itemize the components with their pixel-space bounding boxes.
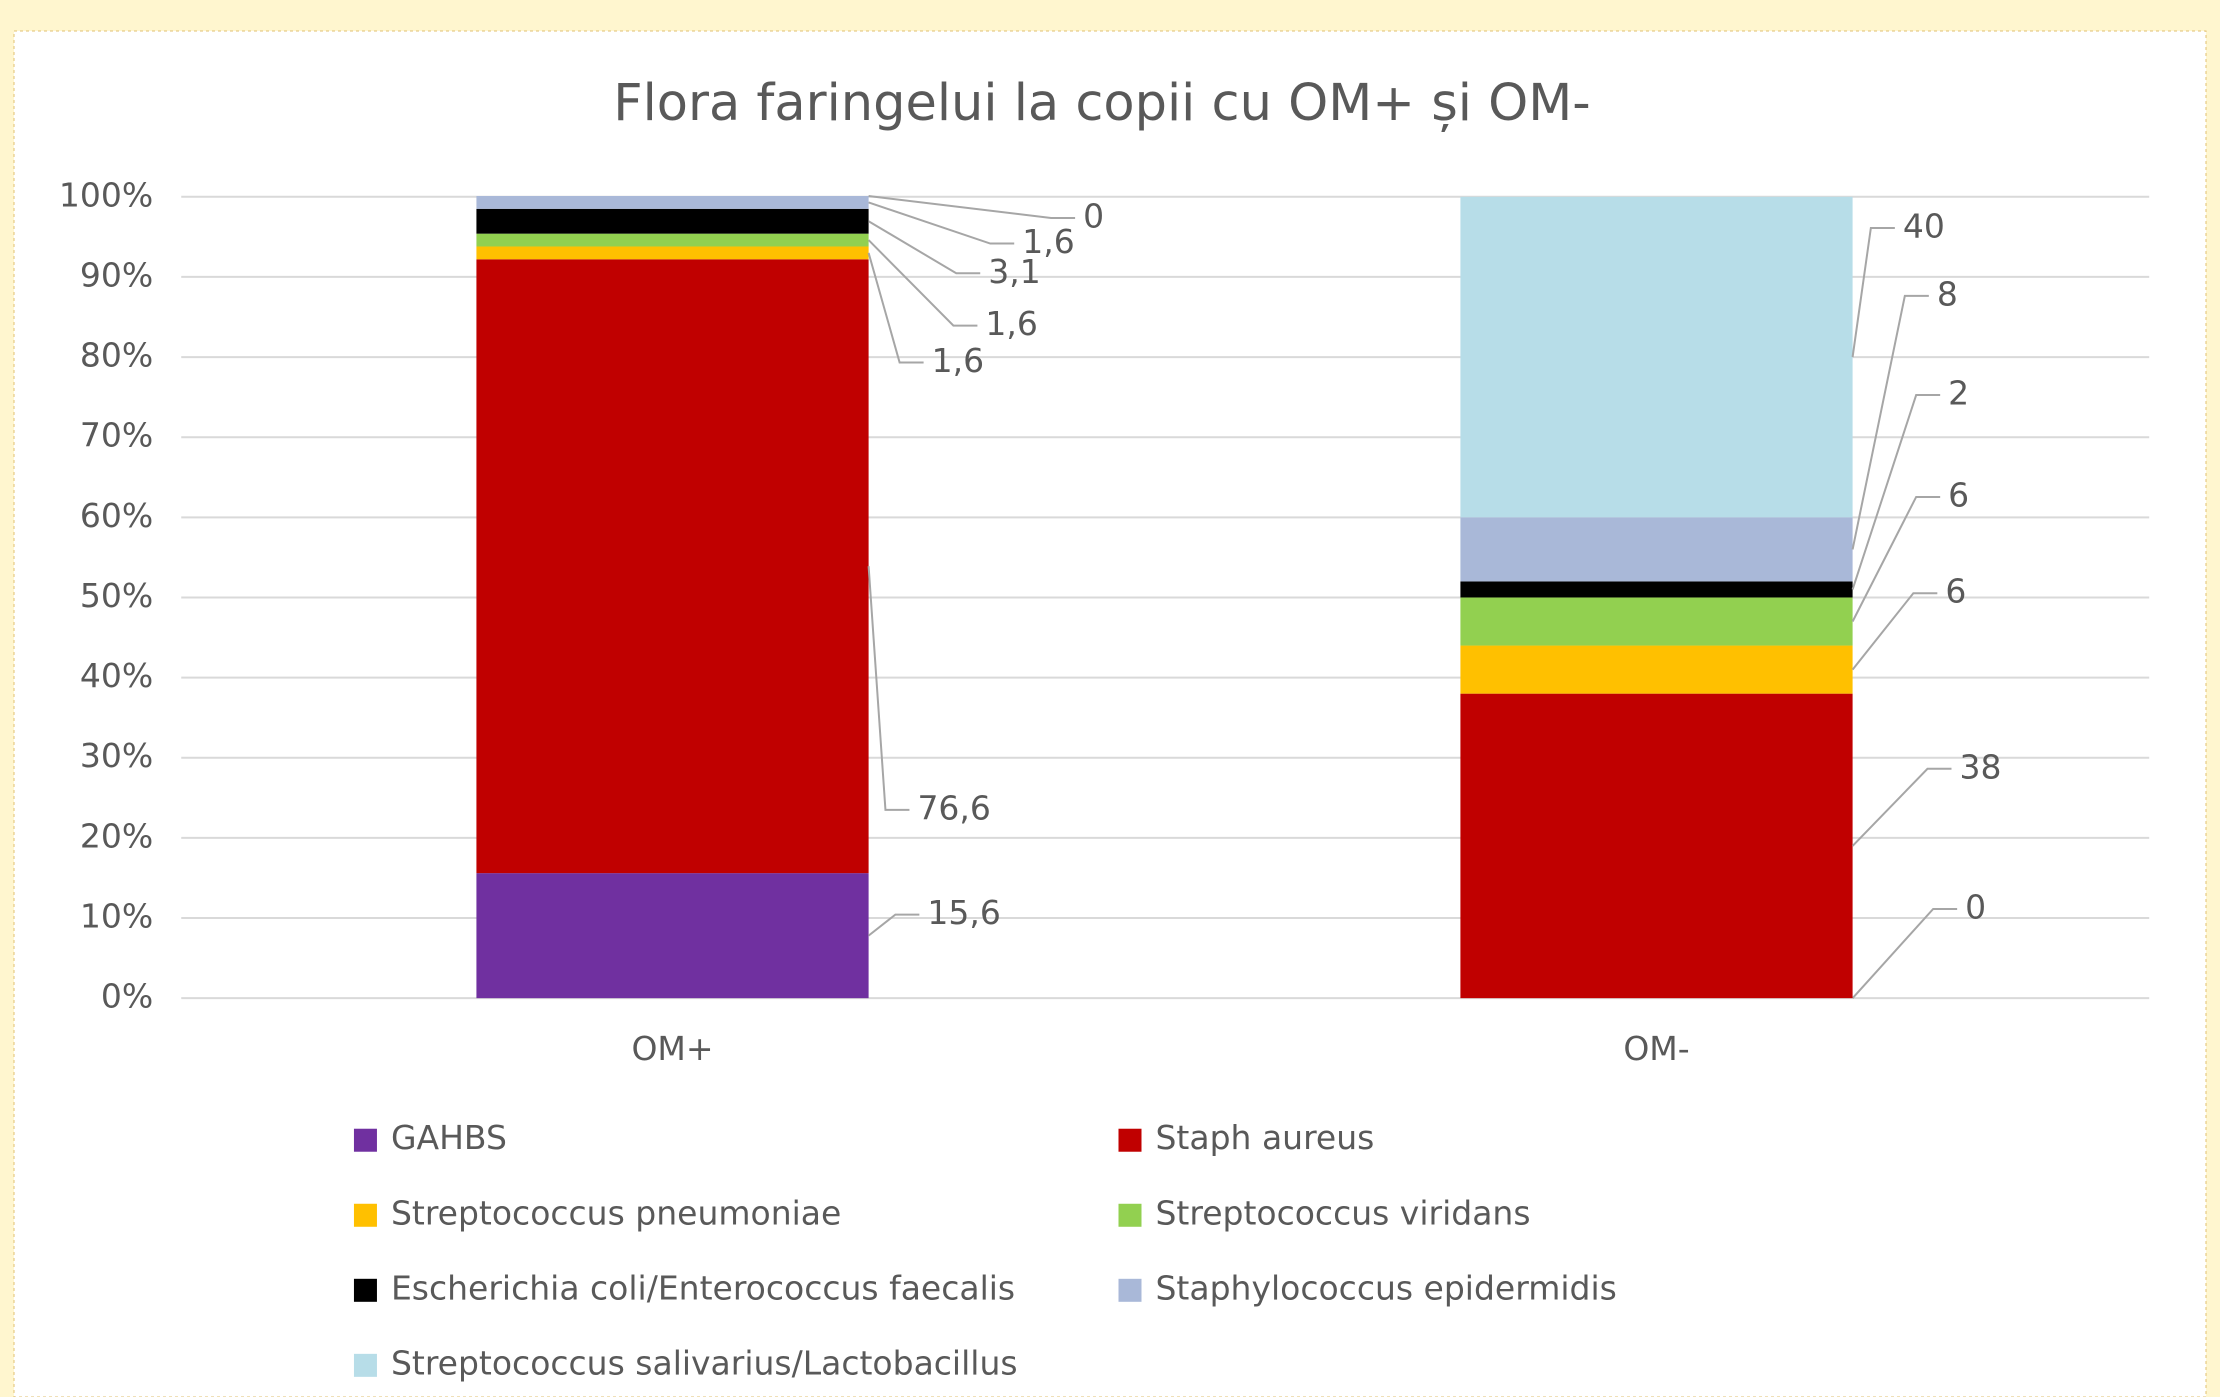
data-label: 1,6 [1022, 222, 1074, 261]
leader-line [867, 239, 978, 327]
data-label: 6 [1945, 572, 1966, 611]
leader-line [868, 195, 1076, 220]
legend-label: Streptococcus viridans [1155, 1193, 1530, 1232]
bar-segment [476, 246, 869, 260]
legend-swatch [353, 1128, 377, 1152]
legend-label: Streptococcus pneumoniae [391, 1193, 841, 1232]
x-tick-label: OM- [1623, 1029, 1689, 1068]
y-tick-label: 90% [80, 255, 153, 294]
data-label: 0 [1083, 197, 1104, 236]
bar-segment [1460, 597, 1853, 646]
data-label: 3,1 [988, 252, 1040, 291]
data-label: 0 [1965, 887, 1986, 926]
y-tick-label: 60% [80, 496, 153, 535]
y-tick-label: 70% [80, 416, 153, 455]
leader-line [867, 913, 920, 937]
leader-line [868, 220, 981, 275]
leader-line [1851, 767, 1952, 847]
leader-line [1851, 226, 1895, 358]
legend-swatch [353, 1353, 377, 1377]
chart-frame [13, 30, 2207, 1397]
legend-swatch [1118, 1128, 1142, 1152]
chart-title: Flora faringelui la copii cu OM+ și OM- [613, 74, 1590, 133]
leader-line [1851, 495, 1941, 622]
leader-line [1851, 294, 1929, 550]
y-tick-label: 80% [80, 336, 153, 375]
bar-segment [1460, 645, 1853, 694]
y-tick-label: 40% [80, 656, 153, 695]
leader-line [1851, 907, 1958, 999]
leader-line [1851, 394, 1941, 590]
legend-swatch [1118, 1278, 1142, 1302]
data-label: 6 [1948, 475, 1969, 514]
leader-line [1851, 592, 1938, 671]
bar-segment [476, 195, 869, 209]
bar-segment [476, 208, 869, 234]
bar-segment [1460, 517, 1853, 582]
y-tick-label: 10% [80, 897, 153, 936]
legend-label: Escherichia coli/Enterococcus faecalis [391, 1268, 1015, 1307]
bar-segment [1460, 196, 1853, 518]
data-label: 15,6 [927, 893, 1000, 932]
bar-segment [1460, 581, 1853, 598]
data-label: 2 [1948, 374, 1969, 413]
data-label: 1,6 [985, 304, 1037, 343]
y-tick-label: 30% [80, 736, 153, 775]
y-tick-label: 20% [80, 816, 153, 855]
y-tick-label: 100% [59, 175, 153, 214]
bar-segment [476, 873, 869, 999]
leader-line [867, 252, 924, 364]
bar-segment [1460, 693, 1853, 999]
leader-line [867, 566, 910, 811]
legend-label: Staphylococcus epidermidis [1155, 1268, 1616, 1307]
legend-label: Streptococcus salivarius/Lactobacillus [391, 1343, 1018, 1382]
legend-label: GAHBS [391, 1118, 507, 1157]
data-label: 76,6 [917, 788, 990, 827]
legend-swatch [353, 1278, 377, 1302]
y-tick-label: 50% [80, 576, 153, 615]
data-label: 40 [1903, 206, 1945, 245]
bar-segment [476, 259, 869, 874]
data-label: 38 [1959, 747, 2001, 786]
legend-label: Staph aureus [1155, 1118, 1374, 1157]
bar-segment [476, 233, 869, 247]
data-label: 1,6 [932, 341, 984, 380]
y-tick-label: 0% [101, 977, 153, 1016]
legend-swatch [353, 1203, 377, 1227]
legend-swatch [1118, 1203, 1142, 1227]
leader-line [868, 201, 1015, 245]
data-label: 8 [1937, 274, 1958, 313]
x-tick-label: OM+ [631, 1029, 713, 1068]
